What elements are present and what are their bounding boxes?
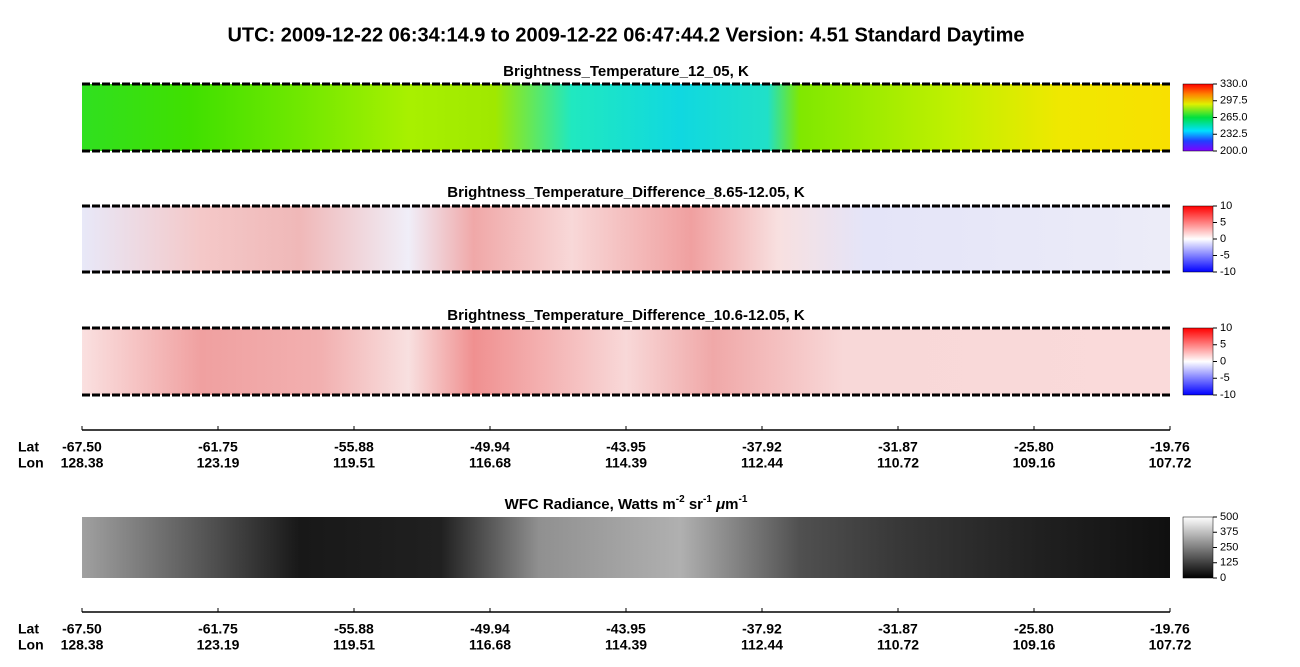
lat-value: -43.95 [606, 439, 646, 455]
lat-value: -19.76 [1150, 439, 1190, 455]
colorbar-label: 265.0 [1220, 111, 1248, 123]
image-strip [82, 84, 1170, 151]
lon-value: 112.44 [741, 455, 783, 471]
lat-value: -67.50 [62, 439, 102, 455]
panel-title: WFC Radiance, Watts m-2 sr-1 μm-1 [505, 494, 748, 513]
lon-value: 110.72 [877, 455, 919, 471]
title-part: -2 [676, 494, 685, 505]
colorbar [1182, 205, 1214, 273]
lat-value: -55.88 [334, 439, 374, 455]
lon-value: 109.16 [1013, 637, 1056, 653]
lon-value: 114.39 [605, 637, 647, 653]
panel-title: Brightness_Temperature_Difference_8.65-1… [447, 184, 805, 201]
colorbar-label: 0 [1220, 572, 1226, 584]
lat-value: -43.95 [606, 621, 646, 637]
lon-value: 116.68 [469, 637, 511, 653]
colorbar [1182, 83, 1214, 152]
lon-value: 128.38 [61, 637, 104, 653]
lon-value: 123.19 [197, 637, 240, 653]
lat-value: -25.80 [1014, 439, 1054, 455]
colorbar-label: 297.5 [1220, 95, 1248, 107]
title-part: -1 [703, 494, 712, 505]
colorbar-label: 232.5 [1220, 128, 1248, 140]
lat-value: -67.50 [62, 621, 102, 637]
lat-value: -37.92 [742, 621, 782, 637]
colorbar-label: 200.0 [1220, 145, 1248, 157]
lon-value: 107.72 [1149, 637, 1192, 653]
colorbar-label: -5 [1220, 372, 1230, 384]
panel-title: Brightness_Temperature_12_05, K [503, 63, 749, 80]
colorbar-label: 250 [1220, 541, 1238, 553]
lat-value: -31.87 [878, 621, 918, 637]
colorbar-label: 10 [1220, 200, 1232, 212]
colorbar-label: 0 [1220, 355, 1226, 367]
colorbar-label: 500 [1220, 511, 1238, 523]
page-title: UTC: 2009-12-22 06:34:14.9 to 2009-12-22… [227, 24, 1024, 46]
lat-value: -49.94 [470, 439, 510, 455]
lat-value: -37.92 [742, 439, 782, 455]
colorbar-label: -10 [1220, 266, 1236, 278]
lon-value: 119.51 [333, 637, 375, 653]
colorbar-label: -10 [1220, 389, 1236, 401]
lon-value: 107.72 [1149, 455, 1192, 471]
colorbar-label: -5 [1220, 249, 1230, 261]
colorbar [1182, 516, 1214, 579]
title-part: m [725, 496, 738, 513]
lon-value: 119.51 [333, 455, 375, 471]
lon-value: 109.16 [1013, 455, 1056, 471]
lat-value: -25.80 [1014, 621, 1054, 637]
lon-value: 116.68 [469, 455, 511, 471]
lat-value: -31.87 [878, 439, 918, 455]
lat-label: Lat [18, 621, 39, 637]
lat-value: -49.94 [470, 621, 510, 637]
colorbar-label: 330.0 [1220, 78, 1248, 90]
lat-value: -61.75 [198, 621, 238, 637]
colorbar-label: 0 [1220, 233, 1226, 245]
title-part: -1 [738, 494, 747, 505]
image-strip [82, 206, 1170, 272]
colorbar-label: 10 [1220, 322, 1232, 334]
colorbar-label: 5 [1220, 216, 1226, 228]
colorbar-label: 375 [1220, 526, 1238, 538]
lon-value: 112.44 [741, 637, 783, 653]
panel-title: Brightness_Temperature_Difference_10.6-1… [447, 307, 805, 324]
title-part: sr [685, 496, 704, 513]
colorbar-label: 5 [1220, 339, 1226, 351]
lon-value: 128.38 [61, 455, 104, 471]
title-part: μ [715, 496, 725, 513]
colorbar [1182, 327, 1214, 396]
colorbar-label: 125 [1220, 557, 1238, 569]
lon-value: 110.72 [877, 637, 919, 653]
lat-value: -61.75 [198, 439, 238, 455]
image-strip [82, 517, 1170, 578]
lat-label: Lat [18, 439, 39, 455]
lat-value: -19.76 [1150, 621, 1190, 637]
image-strip [82, 328, 1170, 395]
lat-value: -55.88 [334, 621, 374, 637]
title-part: WFC Radiance, Watts m [505, 496, 676, 513]
lon-label: Lon [18, 455, 44, 471]
lon-label: Lon [18, 637, 44, 653]
lon-value: 123.19 [197, 455, 240, 471]
lon-value: 114.39 [605, 455, 647, 471]
